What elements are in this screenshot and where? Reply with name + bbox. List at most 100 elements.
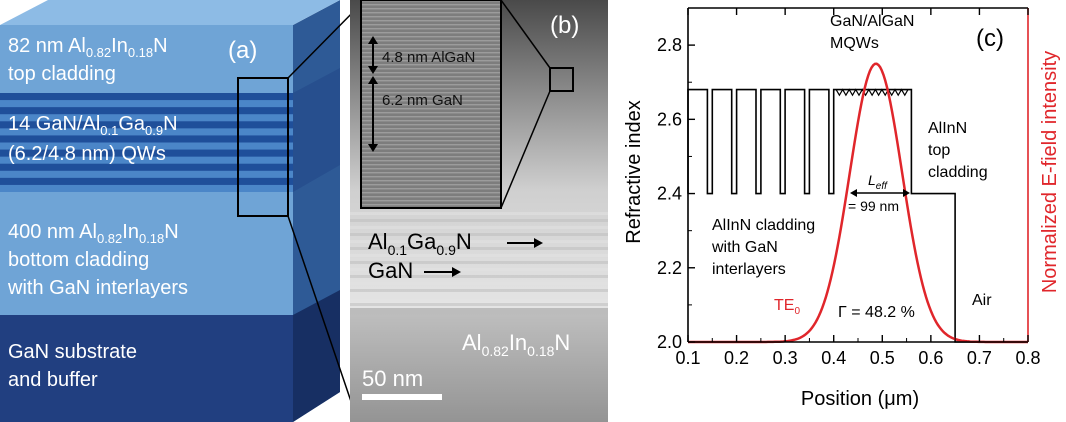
y-tick-label: 2.4 — [657, 184, 682, 204]
x-tick-label: 0.4 — [821, 348, 846, 368]
inset-connector-top — [500, 0, 551, 69]
inset-connector-bottom — [500, 90, 551, 209]
algan-arrowhead — [534, 238, 543, 248]
leff-arrowhead-l — [850, 189, 857, 197]
substrate-line1: GaN substrate — [8, 341, 137, 363]
annot-left-3: interlayers — [712, 261, 786, 278]
annot-air: Air — [972, 292, 992, 309]
tem-band — [350, 289, 608, 292]
chart-axes: 0.1 0.2 0.3 0.4 0.5 0.6 0.7 0.8 2.0 2.2 2.4 2.6 2.8 — [657, 7, 1041, 368]
zoom-box — [237, 77, 289, 217]
x-tick-label: 0.2 — [724, 348, 749, 368]
x-tick-label: 0.7 — [967, 348, 992, 368]
annot-leff: Leff — [868, 172, 888, 192]
y-tick-label: 2.0 — [657, 332, 682, 352]
inset-arrowhead-1a — [368, 36, 378, 44]
stack-top-face — [0, 0, 340, 25]
y2-axis-label: Normalized E-field intensity — [1039, 51, 1061, 293]
qw-stripe — [0, 177, 293, 186]
annot-te0: TE0 — [774, 297, 800, 317]
label-b: (b) — [550, 12, 579, 39]
x-tick-label: 0.3 — [773, 348, 798, 368]
tem-band — [350, 303, 608, 306]
panel-c: 0.1 0.2 0.3 0.4 0.5 0.6 0.7 0.82.02.22.42.62.8 … — [623, 7, 1061, 410]
annot-left-2: with GaN — [711, 239, 778, 256]
bottom-cladding-line2: bottom cladding — [8, 249, 149, 271]
mqw-ripple — [835, 88, 909, 97]
alinn-label: Al0.82In0.18N — [462, 330, 570, 359]
tem-band — [350, 268, 608, 271]
y-axis-label: Refractive index — [623, 100, 645, 243]
qw-desc: (6.2/4.8 nm) QWs — [8, 143, 166, 165]
tem-band — [350, 282, 608, 285]
inset-label-gan: 6.2 nm GaN — [382, 92, 463, 109]
annot-leff-value: = 99 nm — [848, 198, 899, 214]
bottom-cladding-line3: with GaN interlayers — [7, 277, 188, 299]
leff-arrowhead-r — [903, 189, 910, 197]
x-tick-label: 0.1 — [675, 348, 700, 368]
qw-stripe — [0, 121, 293, 129]
tem-band — [350, 296, 608, 299]
panel-a: (a) 82 nm Al0.82In0.18N top cladding 14 … — [0, 0, 366, 422]
hrtem-inset — [360, 0, 502, 209]
tem-band — [350, 226, 608, 229]
panel-b: 4.8 nm AlGaN 6.2 nm GaN (b) Al0.1Ga0.9N … — [350, 0, 608, 422]
qw-stripe — [0, 142, 293, 151]
annot-alinn-1: AlInN — [928, 120, 967, 137]
tem-band — [350, 219, 608, 222]
qw-stripe — [0, 149, 293, 158]
tem-band — [350, 247, 608, 250]
label-c: (c) — [976, 25, 1004, 52]
qw-stripe — [0, 114, 293, 122]
gan-label: GaN — [368, 258, 413, 283]
tem-alinn-region — [350, 308, 608, 422]
bottom-cladding-layer — [0, 192, 293, 315]
annot-alinn-3: cladding — [928, 164, 988, 181]
qw-stripe — [0, 93, 293, 101]
annot-left-1: AlInN cladding — [712, 217, 815, 234]
inset-source-box — [549, 67, 574, 92]
top-cladding-layer — [0, 25, 293, 93]
qw-text: 14 GaN/Al0.1Ga0.9N — [8, 113, 178, 138]
bottom-cladding-text: 400 nm Al0.82In0.18N — [8, 221, 179, 246]
x-axis-label: Position (μm) — [801, 388, 919, 410]
substrate-line2: and buffer — [8, 369, 98, 391]
side-qw-band — [293, 68, 340, 192]
y-tick-label: 2.2 — [657, 258, 682, 278]
x-tick-label: 0.6 — [918, 348, 943, 368]
side-substrate — [293, 290, 340, 422]
tem-bands — [350, 212, 608, 306]
annot-mqw-2: MQWs — [830, 35, 879, 52]
annot-alinn-2: top — [928, 142, 950, 159]
tem-band — [350, 212, 608, 215]
inset-label-algan: 4.8 nm AlGaN — [382, 49, 475, 66]
qw-stripe — [0, 107, 293, 115]
tem-band — [350, 261, 608, 264]
algan-label: Al0.1Ga0.9N — [368, 229, 472, 258]
y-tick-label: 2.6 — [657, 109, 682, 129]
top-cladding-desc: top cladding — [8, 63, 116, 85]
inset-arrowhead-2a — [368, 76, 378, 84]
scale-bar — [362, 394, 442, 400]
qw-layers — [0, 93, 293, 193]
x-tick-label: 0.8 — [1015, 348, 1040, 368]
qw-stripe — [0, 135, 293, 143]
annot-gamma: Γ = 48.2 % — [838, 304, 915, 321]
tem-band — [350, 275, 608, 278]
label-a: (a) — [228, 37, 257, 64]
series-refractive-index — [687, 88, 1028, 343]
qw-stripe — [0, 156, 293, 165]
qw-stripe — [0, 100, 293, 108]
tem-band — [350, 240, 608, 243]
inset-arrowhead-2b — [368, 144, 378, 152]
tem-band — [350, 233, 608, 236]
scale-bar-label: 50 nm — [362, 366, 423, 391]
top-cladding-text: 82 nm Al0.82In0.18N — [8, 35, 168, 60]
y-tick-label: 2.8 — [657, 35, 682, 55]
annot-mqw-1: GaN/AlGaN — [830, 13, 914, 30]
tem-band — [350, 254, 608, 257]
gan-arrowhead — [452, 267, 461, 277]
substrate-layer — [0, 315, 293, 422]
zoom-line-bottom — [287, 215, 359, 422]
